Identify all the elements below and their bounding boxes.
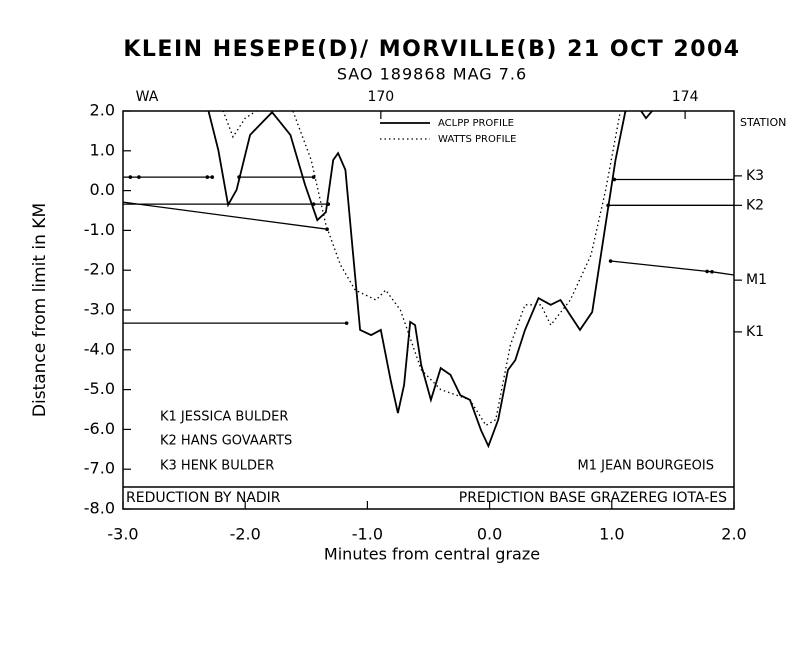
event-point [608,259,613,263]
event-point [311,202,316,206]
chart-title: KLEIN HESEPE(D)/ MORVILLE(B) 21 OCT 2004 [123,37,740,62]
event-point [237,175,241,179]
y-tick-label: -3.0 [84,300,115,319]
chord-line [610,260,734,276]
event-point [612,177,617,182]
event-point [205,175,210,179]
event-point [710,269,714,274]
x-tick-label: 2.0 [721,525,746,544]
x-tick-label: 1.0 [599,525,624,544]
y-tick-label: -2.0 [84,260,115,279]
event-point [344,321,349,325]
annotation: K3 HENK BULDER [160,459,274,474]
annotation: K2 HANS GOVAARTS [160,434,292,449]
y-tick-label: -7.0 [84,459,115,478]
right-axis-label: STATION [740,116,786,129]
plot-area [123,111,734,449]
annotation: M1 JEAN BOURGEOIS [578,459,715,474]
x-tick-label: -2.0 [230,525,261,544]
y-tick-label: -8.0 [84,499,115,518]
x-tick-label: -3.0 [107,525,138,544]
event-point [210,175,215,179]
y-axis-label: Distance from limit in KM [30,203,50,417]
legend-label: ACLPP PROFILE [438,118,514,129]
right-tick-label: K2 [746,197,764,213]
right-tick-label: K3 [746,168,764,184]
event-point [137,175,141,179]
event-point [326,202,331,206]
top-tick-label: 170 [367,89,394,105]
chord-line [123,201,328,230]
right-tick-label: M1 [746,272,767,288]
footer-right: PREDICTION BASE GRAZEREG IOTA-ES [459,490,727,506]
event-point [311,175,316,179]
right-tick-label: K1 [746,324,764,340]
chart-subtitle: SAO 189868 MAG 7.6 [337,65,527,84]
y-tick-label: 2.0 [90,101,115,120]
profile-line [222,111,622,427]
event-point [606,203,610,208]
x-tick-label: -1.0 [352,525,383,544]
event-point [705,269,709,274]
plot-frame [122,110,735,510]
event-point [325,227,329,232]
y-tick-label: -4.0 [84,339,115,358]
y-tick-label: -1.0 [84,220,115,239]
footer-left: REDUCTION BY NADIR [126,490,281,506]
top-axis-label: WA [136,89,159,105]
profile-line [207,111,654,449]
y-tick-label: -6.0 [84,419,115,438]
legend-label: WATTS PROFILE [438,134,516,145]
y-tick-label: 0.0 [90,180,115,199]
annotation: K1 JESSICA BULDER [160,410,288,425]
x-tick-label: 0.0 [477,525,502,544]
y-tick-label: -5.0 [84,379,115,398]
top-tick-label: 174 [672,89,699,105]
y-tick-label: 1.0 [90,140,115,159]
x-axis-label: Minutes from central graze [324,545,540,564]
event-point [128,175,133,179]
